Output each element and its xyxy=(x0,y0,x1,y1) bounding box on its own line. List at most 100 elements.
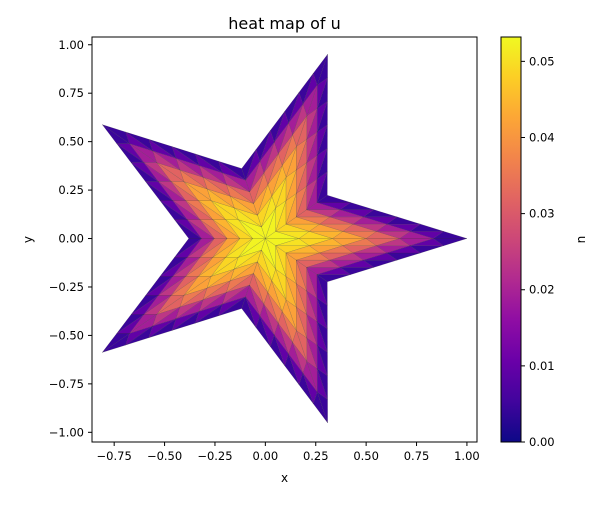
mesh-triangle xyxy=(288,341,304,374)
mesh-triangle xyxy=(270,334,285,366)
mesh-triangle xyxy=(230,261,258,282)
mesh-triangle xyxy=(249,285,265,317)
mesh-triangle xyxy=(171,146,200,166)
mesh-triangle xyxy=(130,162,159,182)
mesh-triangle xyxy=(226,273,254,293)
mesh-triangle xyxy=(316,321,328,353)
y-tick-label: 0.00 xyxy=(58,232,84,246)
mesh-triangle xyxy=(175,299,204,319)
mesh-triangle xyxy=(171,146,200,166)
mesh-triangle xyxy=(275,238,310,246)
y-axis-label: y xyxy=(21,236,35,243)
mesh-triangle xyxy=(316,274,328,306)
x-tick-label: 1.00 xyxy=(454,449,480,463)
mesh-triangle xyxy=(148,139,177,159)
mesh-triangle xyxy=(171,311,200,331)
mesh-triangle xyxy=(270,111,285,143)
mesh-triangle xyxy=(316,147,328,180)
y-tick-label: 0.75 xyxy=(58,86,84,100)
chart-title: heat map of u xyxy=(228,14,340,33)
mesh-triangle xyxy=(257,196,272,228)
mesh-triangle xyxy=(316,101,328,133)
x-tick-label: −0.50 xyxy=(147,449,182,463)
colorbar-label: u xyxy=(575,236,589,244)
mesh-triangle xyxy=(233,207,262,228)
mesh-triangle xyxy=(259,129,275,162)
mesh-triangle xyxy=(253,273,269,305)
mesh-triangle xyxy=(284,92,300,124)
mesh-triangle xyxy=(329,252,365,261)
x-tick-label: 0.25 xyxy=(303,449,329,463)
mesh-triangle xyxy=(316,368,328,400)
mesh-triangle xyxy=(432,238,467,246)
mesh-triangle xyxy=(316,77,328,109)
y-tick-label: −0.75 xyxy=(49,377,84,391)
mesh-triangle xyxy=(202,176,231,197)
y-tick-label: −1.00 xyxy=(49,425,84,439)
mesh-triangle xyxy=(284,353,300,385)
mesh-triangle xyxy=(226,184,254,204)
mesh-triangle xyxy=(195,153,223,174)
mesh-triangle xyxy=(271,268,287,301)
mesh-triangle xyxy=(102,333,130,353)
mesh-triangle xyxy=(152,306,181,327)
mesh-triangle xyxy=(316,195,351,203)
mesh-triangle xyxy=(184,200,213,220)
mesh-triangle xyxy=(179,288,208,308)
mesh-triangle xyxy=(199,292,227,312)
mesh-triangle xyxy=(285,276,297,308)
mesh-triangle xyxy=(218,161,246,181)
mesh-triangle xyxy=(148,318,177,338)
mesh-triangle xyxy=(267,280,283,312)
x-axis-label: x xyxy=(281,471,288,485)
mesh-triangle xyxy=(275,200,287,232)
mesh-triangle xyxy=(316,171,328,203)
mesh-triangle xyxy=(316,298,328,330)
mesh-triangle xyxy=(285,252,297,284)
mesh-triangle xyxy=(202,280,231,301)
mesh-triangle xyxy=(218,160,246,181)
mesh-triangle xyxy=(274,322,289,355)
mesh-triangle xyxy=(145,276,174,296)
mesh-triangle xyxy=(143,162,172,182)
mesh-triangle xyxy=(316,54,328,86)
mesh-triangle xyxy=(159,200,188,220)
x-axis: −0.75 −0.50 −0.25 0.00 0.25 0.50 0.75 1.00 xyxy=(97,442,480,463)
x-tick-label: 0.75 xyxy=(404,449,430,463)
mesh-triangle xyxy=(362,209,398,218)
colorbar-tick-label: 0.02 xyxy=(529,283,555,297)
triangle-mesh xyxy=(102,54,467,423)
mesh-triangle xyxy=(172,200,201,220)
mesh-triangle xyxy=(281,299,297,331)
mesh-triangle xyxy=(306,337,318,369)
x-tick-label: 0.50 xyxy=(353,449,379,463)
mesh-triangle xyxy=(288,103,304,136)
mesh-triangle xyxy=(316,391,328,423)
mesh-triangle xyxy=(296,260,308,292)
mesh-triangle xyxy=(295,209,330,218)
mesh-triangle xyxy=(274,110,289,143)
mesh-triangle xyxy=(306,259,341,268)
colorbar-tick-label: 0.05 xyxy=(529,54,555,68)
colorbar xyxy=(500,36,522,443)
mesh-triangle xyxy=(278,311,293,343)
mesh-triangle xyxy=(125,325,154,346)
x-tick-label: −0.75 xyxy=(97,449,132,463)
y-tick-label: −0.50 xyxy=(49,328,84,342)
mesh-triangle xyxy=(386,216,421,225)
mesh-triangle xyxy=(342,238,378,246)
mesh-triangle xyxy=(296,306,307,338)
x-tick-label: −0.25 xyxy=(197,449,232,463)
mesh-triangle xyxy=(316,297,328,329)
mesh-triangle xyxy=(271,164,287,197)
mesh-triangle xyxy=(206,269,235,289)
y-tick-label: 0.25 xyxy=(58,183,84,197)
y-tick-label: 1.00 xyxy=(58,38,84,52)
mesh-triangle xyxy=(281,146,297,178)
mesh-triangle xyxy=(306,202,341,210)
mesh-triangle xyxy=(316,171,328,203)
mesh-triangle xyxy=(329,209,364,218)
y-tick-label: 0.50 xyxy=(58,135,84,149)
